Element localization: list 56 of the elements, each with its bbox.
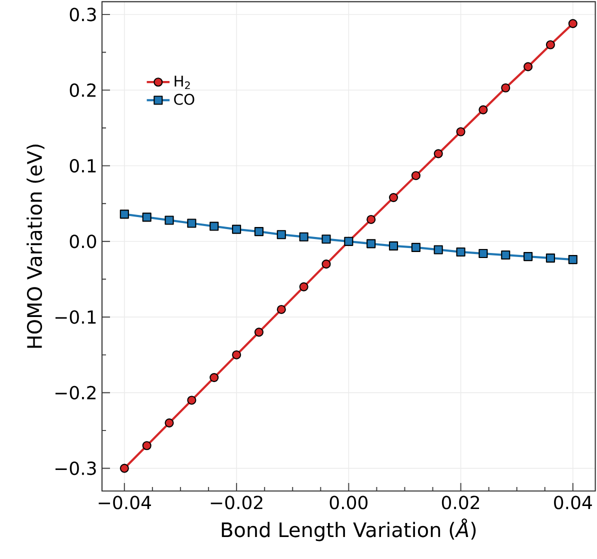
point [478, 105, 488, 114]
legend-label: H$_{2}$ [174, 76, 190, 90]
point [210, 373, 219, 382]
point [232, 224, 242, 234]
point [142, 212, 152, 222]
x-tick-label: −0.04 [98, 496, 151, 510]
point [388, 193, 398, 202]
point [568, 255, 578, 264]
y-axis-title: HOMO Variation (eV) [26, 144, 44, 348]
point [210, 222, 219, 231]
point [142, 441, 152, 450]
y-tick-label: −0.2 [55, 386, 96, 400]
y-tick-label: −0.1 [55, 310, 96, 324]
point [524, 62, 533, 72]
point [187, 396, 196, 405]
point [322, 234, 331, 244]
point [434, 149, 443, 158]
y-tick-label: 0.1 [70, 158, 96, 173]
point [254, 328, 264, 337]
point [232, 350, 242, 360]
point [120, 210, 129, 219]
point [411, 171, 420, 180]
point [164, 216, 174, 225]
point [411, 242, 420, 252]
point [456, 127, 466, 136]
point [276, 304, 286, 314]
x-axis-title: Bond Length Variation (Å) [222, 518, 476, 542]
point [388, 241, 398, 250]
point [299, 232, 308, 242]
point [524, 252, 533, 262]
x-tick-label: 0.04 [554, 496, 592, 510]
point [120, 464, 129, 473]
point [546, 40, 555, 50]
legend-label: CO [174, 94, 194, 105]
point [187, 218, 196, 228]
point [501, 250, 510, 260]
point [434, 245, 443, 254]
x-tick-label: 0.00 [330, 496, 368, 510]
x-tick-label: 0.02 [442, 496, 480, 510]
y-tick-label: 0.3 [70, 8, 96, 22]
point [366, 239, 376, 248]
point [456, 247, 466, 257]
y-tick-label: 0.0 [70, 234, 96, 248]
point [501, 83, 510, 92]
point [299, 282, 308, 292]
point [366, 214, 376, 224]
point [478, 248, 488, 258]
point [254, 227, 264, 236]
point [546, 254, 555, 263]
point [568, 19, 578, 28]
point [322, 260, 331, 269]
y-tick-label: −0.3 [55, 461, 96, 476]
point [276, 230, 286, 240]
y-tick-label: 0.2 [70, 83, 96, 97]
x-tick-label: −0.02 [210, 496, 262, 510]
point [164, 418, 174, 428]
